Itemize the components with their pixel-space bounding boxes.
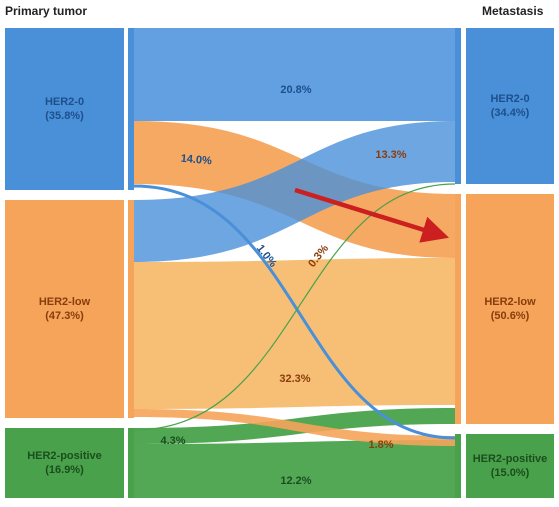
left-node-her2-0: HER2-0 (35.8%) (5, 28, 124, 190)
left-node-her2-low-pct: (47.3%) (45, 310, 84, 322)
flow-line-her2-low-to-her2-positive (133, 183, 456, 431)
left-bar-her2-0 (128, 28, 134, 190)
right-node-her2-low-name: HER2-low (484, 296, 536, 308)
label-her2-low-to-her2-low: 32.3% (279, 373, 310, 385)
right-node-her2-0-pct: (34.4%) (490, 107, 530, 119)
label-her2-0-to-her2-0: 20.8% (280, 84, 311, 96)
left-bar-her2-low (128, 200, 134, 418)
right-node-her2-positive: HER2-positive (15.0%) (466, 434, 554, 498)
right-node-her2-0: HER2-0 (34.4%) (466, 28, 554, 184)
metastasis-title: Metastasis (482, 4, 544, 18)
left-node-her2-low-name: HER2-low (38, 296, 91, 308)
right-node-her2-low: HER2-low (50.6%) (466, 194, 554, 424)
left-node-her2-positive: HER2-positive (16.9%) (5, 428, 124, 498)
left-node-her2-0-pct: (35.8%) (45, 110, 84, 122)
label-her2-positive-to-her2-positive: 12.2% (280, 475, 311, 487)
primary-tumor-title: Primary tumor (5, 4, 88, 18)
left-node-her2-positive-pct: (16.9%) (45, 464, 84, 476)
right-bar-her2-low (455, 194, 461, 424)
label-her2-low-to-her2-positive-bottom: 1.8% (368, 439, 393, 451)
label-her2-0-to-her2-low: 14.0% (180, 153, 212, 168)
flow-her2-low-to-her2-positive (134, 409, 455, 446)
right-node-her2-positive-name: HER2-positive (472, 453, 548, 465)
right-node-her2-positive-pct: (15.0%) (490, 467, 530, 479)
red-arrow-icon (294, 187, 450, 243)
right-bar-her2-0 (455, 28, 461, 184)
flow-her2-0-to-her2-0 (134, 28, 455, 121)
flow-her2-positive-to-her2-positive (134, 440, 455, 498)
flow-line-her2-0-to-her2-positive (133, 184, 456, 440)
flow-her2-low-to-her2-0 (134, 121, 455, 262)
right-node-her2-0-name: HER2-0 (490, 93, 530, 105)
left-node-her2-low: HER2-low (47.3%) (5, 200, 124, 418)
label-her2-positive-to-her2-low: 4.3% (160, 435, 185, 447)
flow-her2-low-to-her2-low (134, 258, 455, 409)
left-node-her2-positive-name: HER2-positive (27, 450, 102, 462)
right-bar-her2-positive (455, 434, 461, 498)
left-node-her2-0-name: HER2-0 (44, 96, 85, 108)
left-bar-her2-positive (128, 428, 134, 498)
right-node-her2-low-pct: (50.6%) (490, 310, 530, 322)
label-her2-low-to-her2-0: 13.3% (375, 149, 406, 161)
